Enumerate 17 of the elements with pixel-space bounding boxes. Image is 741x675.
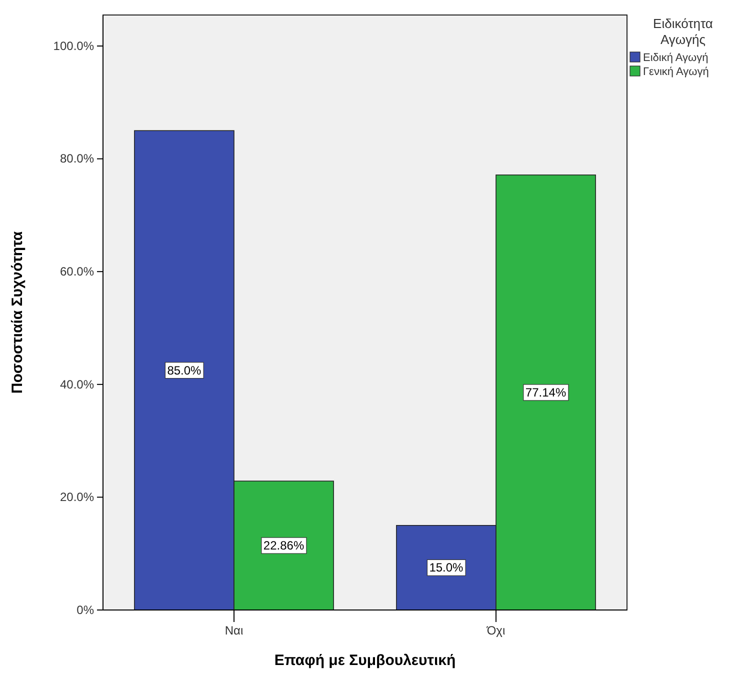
y-tick-label: 40.0% xyxy=(60,377,94,392)
legend-title: Ειδικότητα Αγωγής xyxy=(653,16,714,47)
y-tick-label: 20.0% xyxy=(60,490,94,504)
y-axis-title: Ποσοστιαία Συχνότητα xyxy=(9,230,26,394)
x-axis-title: Επαφή με Συμβουλευτική xyxy=(274,652,456,669)
legend-label: Ειδική Αγωγή xyxy=(643,52,708,64)
x-tick-label: Όχι xyxy=(486,624,506,638)
y-tick-label: 80.0% xyxy=(60,152,94,166)
y-tick-label: 60.0% xyxy=(60,264,94,278)
y-tick-label: 100.0% xyxy=(53,38,94,53)
data-label: 15.0% xyxy=(429,560,464,575)
legend-label: Γενική Αγωγή xyxy=(643,66,709,78)
data-label: 85.0% xyxy=(167,363,202,378)
data-label: 22.86% xyxy=(263,538,304,553)
y-tick-label: 0% xyxy=(76,602,94,617)
data-label: 77.14% xyxy=(525,385,566,400)
x-tick-label: Ναι xyxy=(224,624,244,638)
